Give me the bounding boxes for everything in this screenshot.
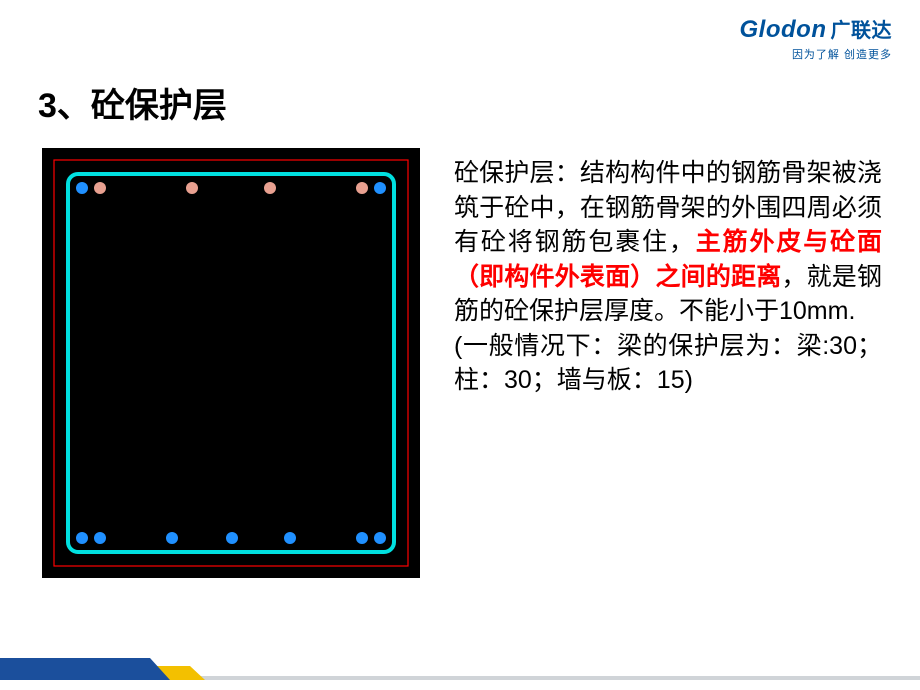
logo-main: Glodon广联达 bbox=[740, 14, 892, 44]
bottom-bar bbox=[94, 532, 106, 544]
body-part3: (一般情况下：梁的保护层为：梁:30；柱：30；墙与板：15) bbox=[454, 332, 882, 395]
footer-stripe bbox=[0, 658, 920, 680]
top-bar bbox=[264, 182, 276, 194]
logo-tagline: 因为了解 创造更多 bbox=[740, 46, 892, 62]
bottom-bar bbox=[76, 532, 88, 544]
bottom-bar bbox=[356, 532, 368, 544]
footer-svg bbox=[0, 658, 920, 680]
rebar-section-diagram bbox=[42, 148, 420, 578]
brand-logo: Glodon广联达 因为了解 创造更多 bbox=[740, 14, 892, 62]
logo-en: Glodon bbox=[740, 16, 827, 43]
diagram-bg bbox=[42, 148, 420, 578]
slide: Glodon广联达 因为了解 创造更多 3、砼保护层 砼保护层：结 bbox=[0, 0, 920, 690]
diagram-svg bbox=[42, 148, 420, 578]
bottom-bar bbox=[226, 532, 238, 544]
body-text: 砼保护层：结构构件中的钢筋骨架被浇筑于砼中，在钢筋骨架的外围四周必须有砼将钢筋包… bbox=[454, 156, 882, 398]
top-bar bbox=[374, 182, 386, 194]
bottom-bar bbox=[166, 532, 178, 544]
top-bar bbox=[94, 182, 106, 194]
top-bar bbox=[76, 182, 88, 194]
page-title: 3、砼保护层 bbox=[38, 78, 227, 127]
top-bar bbox=[356, 182, 368, 194]
top-bar bbox=[186, 182, 198, 194]
stripe-blue bbox=[0, 658, 170, 680]
logo-cn: 广联达 bbox=[831, 20, 893, 42]
bottom-bar bbox=[284, 532, 296, 544]
bottom-bar bbox=[374, 532, 386, 544]
